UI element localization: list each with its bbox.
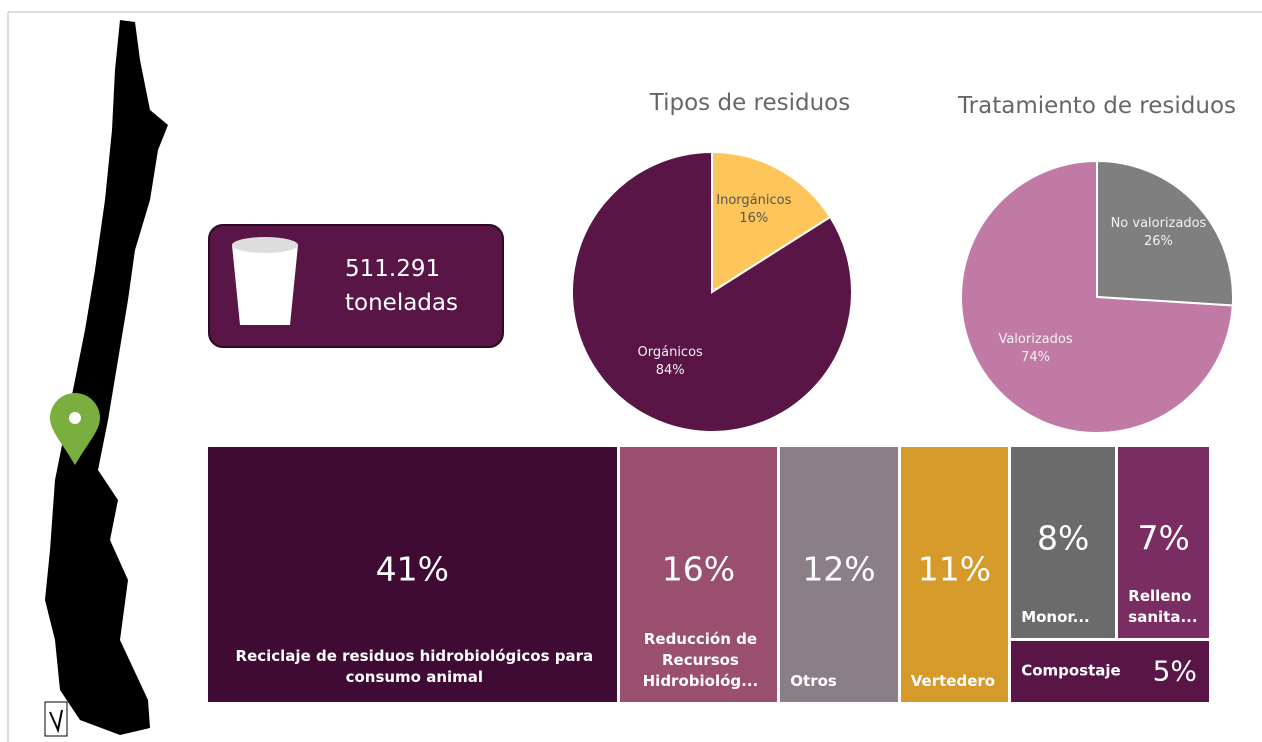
treemap-value: 12%	[802, 549, 876, 589]
treemap-label: Otros	[790, 672, 837, 690]
pie-label-value: 16%	[739, 210, 769, 226]
treemap-value: 7%	[1137, 518, 1190, 558]
treemap-cell: 8% Monor...	[1011, 447, 1116, 638]
pie-label-name: Inorgánicos	[716, 192, 792, 208]
map-pin-dot	[69, 412, 81, 424]
treemap-label: Monor...	[1021, 607, 1090, 626]
map	[45, 20, 168, 735]
treemap-label: Reducción de Recursos Hidrobiológ...	[642, 630, 759, 690]
bucket-icon	[232, 237, 298, 253]
treemap-label: Compostaje	[1021, 661, 1121, 680]
pie-label-value: 84%	[655, 363, 685, 379]
treemap-value: 5%	[1152, 654, 1197, 688]
bucket-icon	[232, 245, 298, 325]
chart-title: Tratamiento de residuos	[957, 93, 1237, 119]
map-pin[interactable]	[50, 393, 100, 465]
treemap-cell: 41% Reciclaje de residuos hidrobiológicos…	[208, 447, 617, 702]
pie-slice	[1096, 159, 1234, 307]
pie-slice	[711, 150, 832, 294]
pie-label-name: Orgánicos	[637, 345, 703, 361]
treemap-label: Reciclaje de residuos hidrobiológicos pa…	[235, 647, 594, 686]
pie-slice	[960, 159, 1234, 434]
kpi-unit: toneladas	[345, 290, 458, 316]
treemap-value: 41%	[375, 549, 449, 589]
pie-label: Inorgánicos 16%	[706, 192, 802, 228]
pie-label-value: 74%	[1021, 349, 1050, 365]
pie-label: Orgánicos 84%	[622, 344, 718, 380]
treemap-cell: 16% Reducción de Recursos Hidrobiológ...	[619, 447, 778, 702]
treemap-label: Relleno sanita...	[1128, 586, 1198, 626]
pie-label-value: 26%	[1144, 234, 1173, 250]
chart-title: Tipos de residuos	[649, 90, 851, 116]
kpi-value: 511.291	[345, 256, 440, 282]
pie-slice	[571, 150, 853, 433]
pie-label: No valorizados 26%	[1110, 215, 1207, 251]
treemap-cell: 12% Otros	[780, 447, 898, 702]
treemap-cell: 7% Relleno sanita...	[1118, 447, 1209, 638]
pie-label: Valorizados 74%	[988, 331, 1084, 367]
treemap-value: 8%	[1037, 518, 1090, 558]
pie-label-name: No valorizados	[1110, 216, 1207, 232]
treemap-label: Vertedero	[910, 672, 996, 690]
treemap-cell: 11% Vertedero	[900, 447, 1009, 702]
treemap-value: 11%	[917, 549, 992, 589]
pie-label-name: Valorizados	[998, 331, 1073, 347]
treemap-cell: 5% Compostaje	[1011, 640, 1209, 702]
treemap-value: 16%	[661, 549, 736, 589]
map-toggle-icon	[49, 709, 63, 734]
